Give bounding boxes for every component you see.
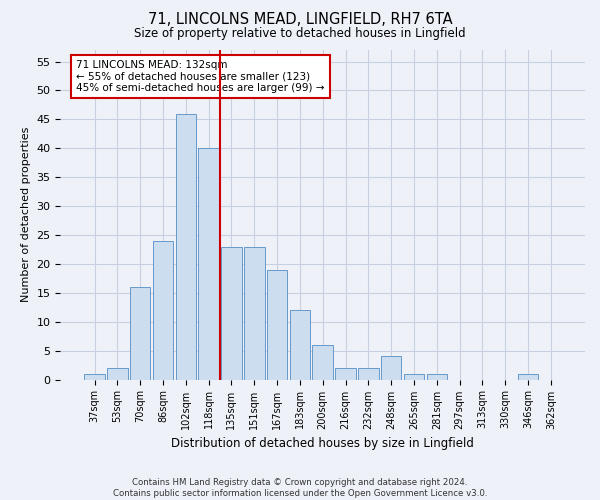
Bar	[335, 368, 356, 380]
Bar	[199, 148, 219, 380]
Bar	[313, 345, 333, 380]
X-axis label: Distribution of detached houses by size in Lingfield: Distribution of detached houses by size …	[171, 437, 474, 450]
Text: 71, LINCOLNS MEAD, LINGFIELD, RH7 6TA: 71, LINCOLNS MEAD, LINGFIELD, RH7 6TA	[148, 12, 452, 28]
Text: Contains HM Land Registry data © Crown copyright and database right 2024.
Contai: Contains HM Land Registry data © Crown c…	[113, 478, 487, 498]
Bar	[267, 270, 287, 380]
Bar	[244, 246, 265, 380]
Bar	[153, 241, 173, 380]
Bar	[221, 246, 242, 380]
Text: Size of property relative to detached houses in Lingfield: Size of property relative to detached ho…	[134, 28, 466, 40]
Bar	[518, 374, 538, 380]
Y-axis label: Number of detached properties: Number of detached properties	[21, 127, 31, 302]
Bar	[381, 356, 401, 380]
Bar	[107, 368, 128, 380]
Bar	[427, 374, 447, 380]
Bar	[358, 368, 379, 380]
Bar	[290, 310, 310, 380]
Text: 71 LINCOLNS MEAD: 132sqm
← 55% of detached houses are smaller (123)
45% of semi-: 71 LINCOLNS MEAD: 132sqm ← 55% of detach…	[76, 60, 325, 93]
Bar	[84, 374, 105, 380]
Bar	[176, 114, 196, 380]
Bar	[404, 374, 424, 380]
Bar	[130, 287, 151, 380]
